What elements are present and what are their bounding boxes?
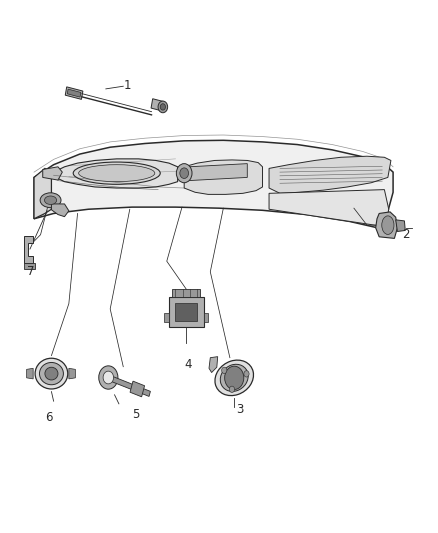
Polygon shape bbox=[51, 204, 69, 216]
Bar bbox=[169, 297, 204, 327]
Polygon shape bbox=[396, 220, 405, 231]
Ellipse shape bbox=[382, 216, 394, 235]
Polygon shape bbox=[209, 357, 218, 373]
Bar bbox=[176, 303, 197, 321]
Ellipse shape bbox=[40, 193, 61, 208]
Polygon shape bbox=[69, 368, 75, 379]
Circle shape bbox=[103, 371, 113, 384]
Circle shape bbox=[222, 367, 227, 374]
Ellipse shape bbox=[35, 358, 68, 389]
Circle shape bbox=[180, 168, 188, 179]
Bar bbox=[173, 289, 200, 297]
Ellipse shape bbox=[45, 196, 57, 205]
Circle shape bbox=[158, 101, 168, 113]
Ellipse shape bbox=[220, 364, 248, 391]
Ellipse shape bbox=[39, 362, 64, 385]
Circle shape bbox=[160, 104, 166, 110]
Polygon shape bbox=[34, 140, 393, 237]
Polygon shape bbox=[27, 368, 33, 379]
Polygon shape bbox=[24, 236, 33, 263]
Polygon shape bbox=[67, 89, 81, 97]
Circle shape bbox=[230, 386, 235, 392]
Circle shape bbox=[225, 366, 244, 390]
Ellipse shape bbox=[79, 165, 155, 182]
Polygon shape bbox=[269, 190, 389, 227]
Polygon shape bbox=[43, 167, 62, 180]
Text: 2: 2 bbox=[403, 228, 410, 241]
Polygon shape bbox=[376, 212, 397, 238]
Text: 4: 4 bbox=[185, 358, 192, 371]
Polygon shape bbox=[188, 164, 247, 181]
Polygon shape bbox=[184, 160, 262, 195]
Polygon shape bbox=[110, 376, 150, 397]
Circle shape bbox=[177, 164, 192, 183]
Polygon shape bbox=[56, 159, 178, 188]
Ellipse shape bbox=[73, 162, 160, 184]
Polygon shape bbox=[34, 168, 51, 219]
Bar bbox=[164, 313, 169, 322]
Text: 1: 1 bbox=[124, 79, 131, 92]
Text: 3: 3 bbox=[236, 403, 244, 416]
Polygon shape bbox=[269, 156, 391, 193]
Ellipse shape bbox=[45, 367, 58, 380]
Text: 5: 5 bbox=[133, 408, 140, 422]
Circle shape bbox=[99, 366, 118, 389]
Circle shape bbox=[244, 370, 249, 377]
Polygon shape bbox=[130, 381, 145, 397]
Polygon shape bbox=[24, 263, 35, 269]
Text: 6: 6 bbox=[45, 411, 52, 424]
Polygon shape bbox=[151, 99, 163, 111]
Polygon shape bbox=[65, 87, 83, 99]
Text: 7: 7 bbox=[27, 265, 34, 278]
Ellipse shape bbox=[215, 360, 254, 395]
Bar bbox=[204, 313, 208, 322]
